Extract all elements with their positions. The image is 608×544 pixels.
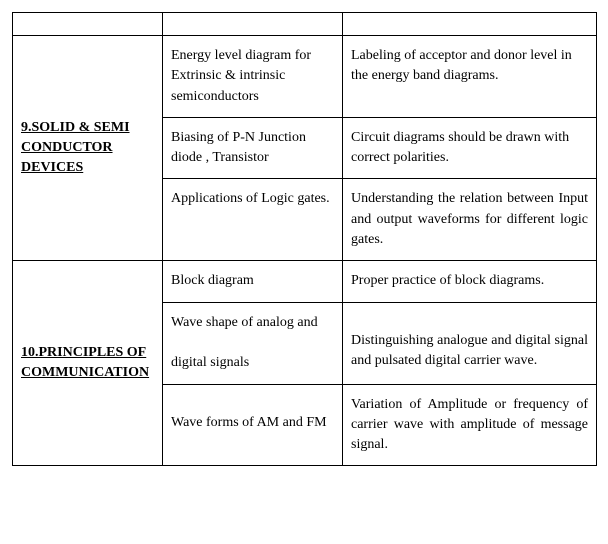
desc-cell: Labeling of acceptor and donor level in … bbox=[343, 36, 597, 118]
topic-cell: Biasing of P-N Junction diode , Transist… bbox=[163, 117, 343, 179]
section-title: 9.SOLID & SEMI CONDUCTOR DEVICES bbox=[13, 36, 163, 261]
desc-cell: Distinguishing analogue and digital sign… bbox=[343, 302, 597, 384]
syllabus-table: 9.SOLID & SEMI CONDUCTOR DEVICES Energy … bbox=[12, 12, 597, 466]
desc-cell: Circuit diagrams should be drawn with co… bbox=[343, 117, 597, 179]
desc-cell: Variation of Amplitude or frequency of c… bbox=[343, 384, 597, 466]
empty-cell bbox=[13, 13, 163, 36]
table-row: 9.SOLID & SEMI CONDUCTOR DEVICES Energy … bbox=[13, 36, 597, 118]
table-row bbox=[13, 13, 597, 36]
table-row: 10.PRINCIPLES OF COMMUNICATION Block dia… bbox=[13, 261, 597, 302]
empty-cell bbox=[163, 13, 343, 36]
topic-cell: Energy level diagram for Extrinsic & int… bbox=[163, 36, 343, 118]
empty-cell bbox=[343, 13, 597, 36]
topic-cell: Block diagram bbox=[163, 261, 343, 302]
desc-text: Distinguishing analogue and digital sign… bbox=[351, 333, 588, 368]
topic-line1: Wave shape of analog and bbox=[171, 315, 318, 330]
topic-line2: digital signals bbox=[171, 355, 249, 370]
topic-cell: Wave forms of AM and FM bbox=[163, 384, 343, 466]
desc-cell: Proper practice of block diagrams. bbox=[343, 261, 597, 302]
desc-cell: Understanding the relation between Input… bbox=[343, 179, 597, 261]
topic-cell: Applications of Logic gates. bbox=[163, 179, 343, 261]
section-title: 10.PRINCIPLES OF COMMUNICATION bbox=[13, 261, 163, 466]
topic-cell: Wave shape of analog and digital signals bbox=[163, 302, 343, 384]
